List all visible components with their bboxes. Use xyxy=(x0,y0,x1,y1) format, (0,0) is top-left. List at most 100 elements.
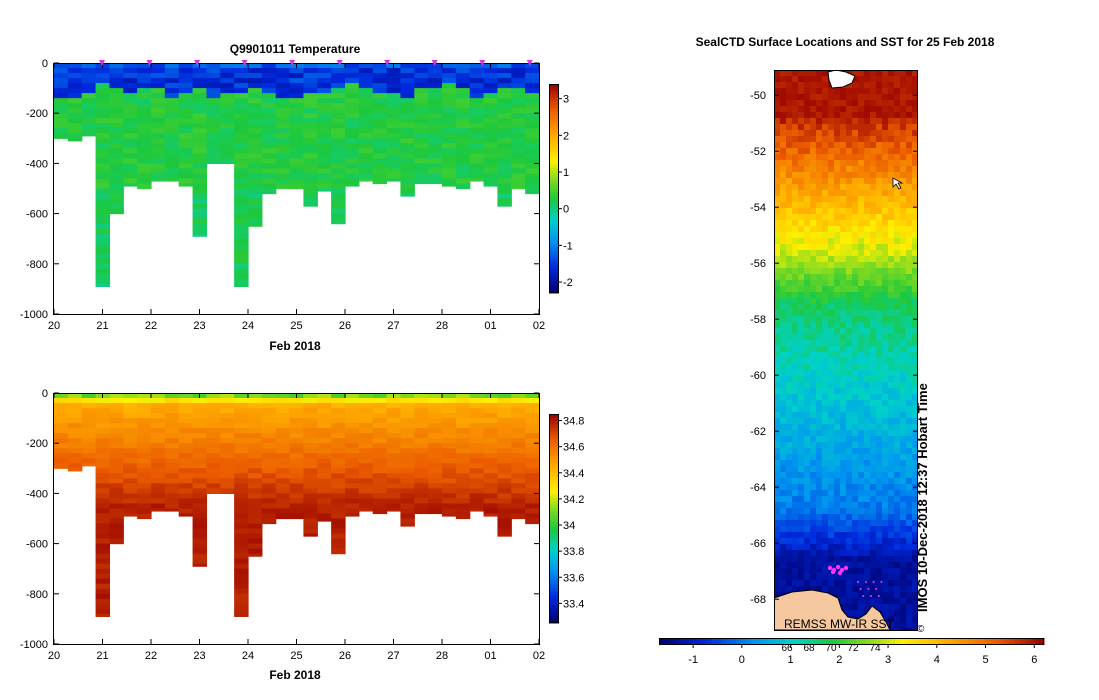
heat-cell xyxy=(469,403,485,409)
heat-cell xyxy=(455,428,471,434)
heat-cell xyxy=(345,178,360,185)
heat-cell xyxy=(469,88,485,94)
sst-cell xyxy=(852,220,859,227)
heat-cell xyxy=(317,108,332,114)
sst-cell xyxy=(870,544,877,551)
sst-cell xyxy=(858,142,865,149)
heat-cell xyxy=(123,123,138,129)
x-tick-label: 27 xyxy=(387,650,399,662)
sst-cell xyxy=(900,340,907,347)
colorbar-swatch xyxy=(549,261,559,266)
sst-cell xyxy=(870,82,877,89)
sst-cell xyxy=(810,532,817,539)
heat-cell xyxy=(345,408,360,414)
heat-cell xyxy=(442,83,457,89)
heat-cell xyxy=(386,163,402,170)
sst-cell xyxy=(906,286,913,293)
heat-cell xyxy=(123,418,138,424)
sst-cell xyxy=(882,202,889,209)
heat-cell xyxy=(428,123,443,129)
heat-cell xyxy=(123,98,138,104)
sst-cell xyxy=(906,100,913,107)
heat-cell xyxy=(95,408,111,414)
heat-cell xyxy=(386,153,402,159)
sst-cell xyxy=(810,220,817,227)
sst-cell xyxy=(888,148,895,155)
sst-cell xyxy=(828,298,835,305)
sst-cell xyxy=(894,202,901,209)
heat-cell xyxy=(525,128,540,134)
sst-cell xyxy=(846,592,853,599)
heat-cell xyxy=(261,458,277,464)
sst-cell xyxy=(870,472,877,479)
heat-cell xyxy=(261,128,277,134)
heat-cell xyxy=(289,113,305,119)
sst-cell xyxy=(792,472,799,479)
sst-cell xyxy=(858,598,865,605)
sst-cell xyxy=(798,370,805,377)
sst-cell xyxy=(828,106,835,113)
sst-cell xyxy=(792,310,799,317)
heat-cell xyxy=(248,113,263,119)
heat-cell xyxy=(123,88,138,94)
heat-cell xyxy=(400,498,415,505)
sst-colorbar-swatch xyxy=(880,638,886,645)
sst-cell xyxy=(816,364,823,371)
heat-cell xyxy=(511,438,526,444)
sst-cell xyxy=(864,268,871,275)
sst-cell xyxy=(786,520,793,527)
sst-cell xyxy=(846,112,853,119)
heat-cell xyxy=(331,213,346,220)
sst-cell xyxy=(840,580,847,587)
track-point xyxy=(835,564,841,570)
heat-cell xyxy=(483,428,499,434)
heat-cell xyxy=(178,183,194,187)
heat-cell xyxy=(109,88,124,94)
heat-cell xyxy=(248,223,263,227)
sst-cell xyxy=(786,346,793,353)
sst-cell xyxy=(900,250,907,257)
sst-cell xyxy=(810,304,817,311)
heat-cell xyxy=(497,123,512,129)
sst-cell xyxy=(882,232,889,239)
heat-cell xyxy=(414,158,429,164)
x-tick-label: 20 xyxy=(48,650,60,662)
heat-cell xyxy=(511,108,526,114)
sst-colorbar-swatch xyxy=(942,638,949,645)
sst-cell xyxy=(846,568,853,575)
sst-cell xyxy=(846,544,853,551)
sst-cell xyxy=(876,94,883,101)
profile-marker xyxy=(99,60,105,66)
sst-cell xyxy=(846,364,853,371)
sst-cell xyxy=(780,532,787,539)
y-tick-label: -800 xyxy=(26,259,48,271)
sst-cell xyxy=(858,316,865,323)
sst-cell xyxy=(792,376,799,383)
heat-cell xyxy=(428,488,443,494)
sst-cell xyxy=(774,106,781,113)
sst-cell xyxy=(798,502,805,509)
sst-cell xyxy=(822,478,829,485)
sst-cell xyxy=(822,148,829,155)
sst-cell xyxy=(870,448,877,455)
sst-cell xyxy=(780,574,787,581)
sst-cell xyxy=(888,334,895,341)
heat-cell xyxy=(483,113,499,119)
sst-cell xyxy=(798,514,805,521)
sst-cell xyxy=(912,544,918,551)
sst-cell xyxy=(882,376,889,383)
heat-cell xyxy=(303,513,318,520)
sst-cell xyxy=(804,238,811,245)
sst-cell xyxy=(870,442,877,449)
colorbar-swatch xyxy=(549,136,559,141)
sst-cell xyxy=(786,472,793,479)
sst-cell xyxy=(876,412,883,419)
sst-cell xyxy=(876,130,883,137)
colorbar-swatch xyxy=(549,160,559,165)
sst-cell xyxy=(810,394,817,401)
sst-cell xyxy=(894,526,901,533)
heat-cell xyxy=(123,438,138,444)
heat-cell xyxy=(81,83,97,89)
heat-cell xyxy=(137,453,152,459)
heat-cell xyxy=(178,468,194,474)
